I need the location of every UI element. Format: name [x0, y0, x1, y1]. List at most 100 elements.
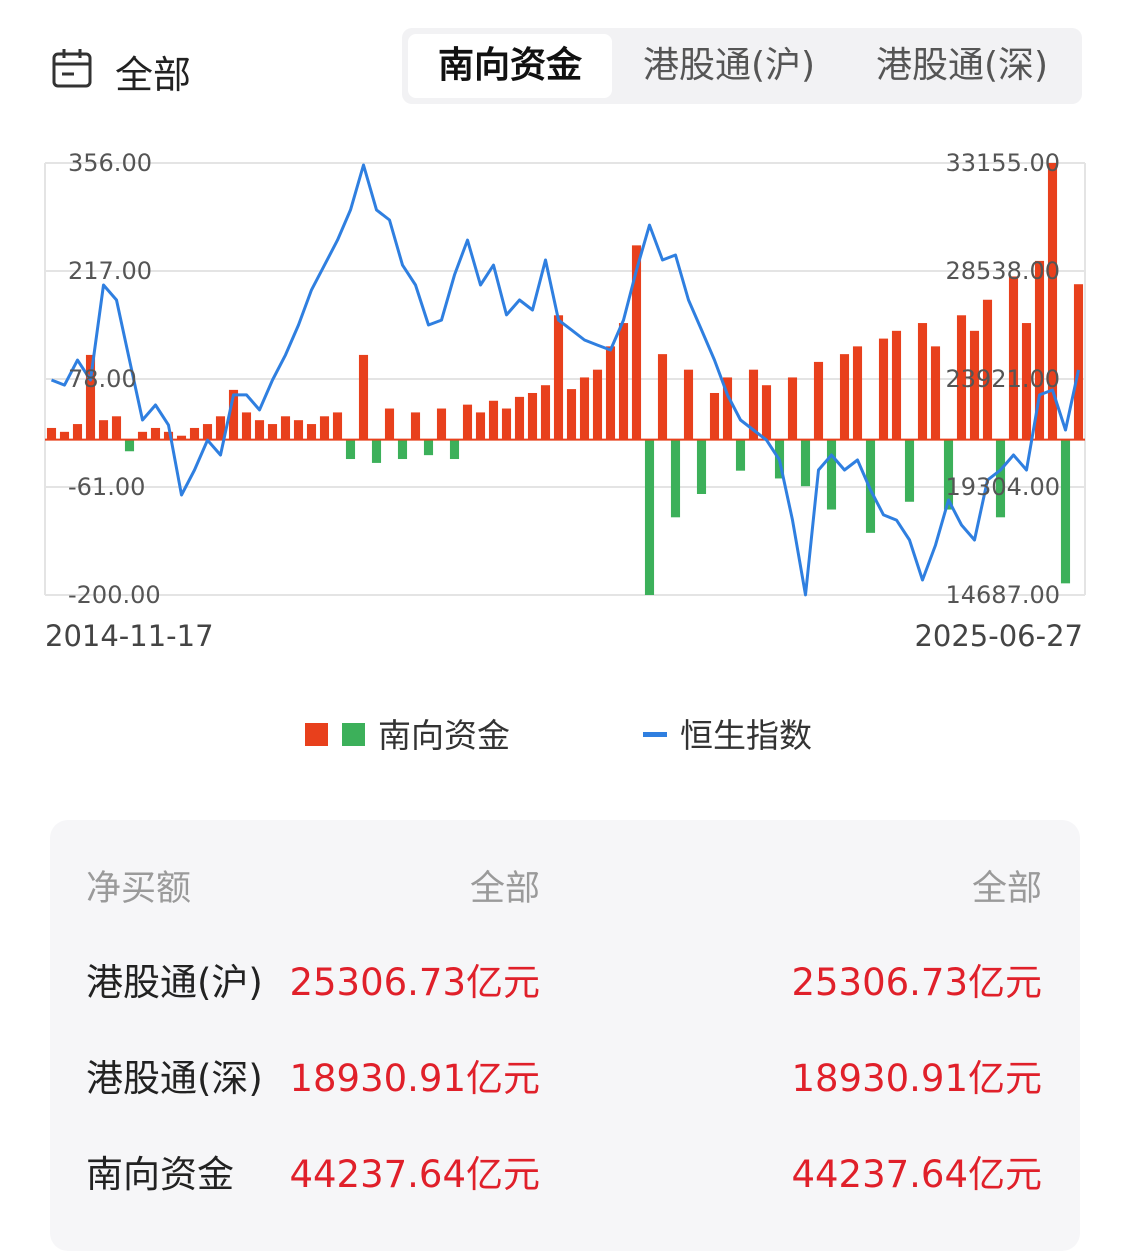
bar — [683, 369, 694, 440]
y2-tick-label: 23921.00 — [945, 365, 1060, 393]
bar — [293, 420, 304, 440]
x-tick-label: 2025-06-27 — [914, 619, 1083, 653]
range-label[interactable]: 全部 — [115, 53, 192, 97]
bar — [1034, 260, 1045, 440]
legend-swatch — [305, 723, 328, 746]
tab-bar: 南向资金 港股通(沪) 港股通(深) — [402, 28, 1082, 104]
row-value: 25306.73亿元 — [791, 961, 1042, 1004]
bar — [202, 424, 213, 440]
x-tick-label: 2014-11-17 — [45, 619, 214, 653]
bar — [423, 439, 434, 456]
bar — [371, 439, 382, 463]
chart: 356.00 217.00 78.00 -61.00 -200.00 33155.00 28… — [44, 149, 1086, 755]
bar — [306, 424, 317, 440]
bar — [98, 420, 109, 440]
row-value: 44237.64亿元 — [791, 1153, 1042, 1196]
bar — [579, 377, 590, 440]
bar — [696, 439, 707, 494]
bar — [59, 431, 70, 440]
bar — [982, 299, 993, 440]
bar — [228, 389, 239, 440]
bar — [410, 412, 421, 440]
row-value: 18930.91亿元 — [289, 1057, 540, 1100]
tab[interactable]: 港股通(沪) — [642, 45, 816, 86]
bar — [631, 245, 642, 440]
legend-label: 恒生指数 — [680, 716, 812, 755]
legend-label: 南向资金 — [378, 716, 510, 755]
bar — [735, 439, 746, 471]
row-value: 25306.73亿元 — [289, 961, 540, 1004]
bar — [189, 427, 200, 440]
summary-table: 净买额 全部 全部 港股通(沪) 25306.73亿元 25306.73亿元 港股通(深) 1… — [50, 820, 1080, 1251]
bar — [800, 439, 811, 487]
bar — [761, 385, 772, 440]
bar — [553, 315, 564, 440]
y2-tick-label: 33155.00 — [945, 149, 1060, 177]
bar — [215, 416, 226, 440]
table-header: 全部 — [469, 869, 540, 909]
table-header: 净买额 — [86, 869, 192, 909]
calendar-icon[interactable] — [52, 48, 92, 88]
y2-tick-label: 14687.00 — [945, 581, 1060, 609]
bar — [384, 408, 395, 440]
bar — [345, 439, 356, 460]
y-tick-label: -61.00 — [68, 473, 145, 501]
bar — [1008, 276, 1019, 440]
tab[interactable]: 港股通(深) — [875, 45, 1049, 86]
bar — [254, 420, 265, 440]
bar — [592, 369, 603, 440]
bar — [891, 330, 902, 440]
y-tick-label: 217.00 — [68, 257, 152, 285]
bar — [332, 412, 343, 440]
bar — [969, 330, 980, 440]
bar — [839, 354, 850, 440]
table-header: 全部 — [971, 869, 1042, 909]
bar — [670, 439, 681, 518]
y2-tick-label: 28538.00 — [945, 257, 1060, 285]
y2-tick-label: 19304.00 — [945, 473, 1060, 501]
bar — [436, 408, 447, 440]
bar — [852, 346, 863, 440]
bar — [124, 439, 135, 452]
bar — [280, 416, 291, 440]
y-tick-label: -200.00 — [68, 581, 161, 609]
bar — [709, 392, 720, 440]
bar — [163, 431, 174, 440]
bar — [514, 396, 525, 440]
bar — [813, 361, 824, 440]
bar — [1060, 439, 1071, 584]
bar — [657, 354, 668, 440]
bar — [943, 439, 954, 510]
bar — [46, 427, 57, 440]
bar — [527, 392, 538, 440]
bar — [1073, 284, 1084, 440]
bar — [241, 412, 252, 440]
index-line — [50, 163, 1080, 597]
legend-swatch — [643, 732, 667, 737]
row-label: 港股通(沪) — [86, 961, 263, 1004]
bar — [111, 416, 122, 440]
bar — [137, 431, 148, 440]
bar — [904, 439, 915, 502]
row-label: 南向资金 — [86, 1153, 234, 1196]
bar — [618, 323, 629, 440]
row-value: 18930.91亿元 — [791, 1057, 1042, 1100]
y-tick-label: 356.00 — [68, 149, 152, 177]
bar — [605, 346, 616, 440]
bar — [449, 439, 460, 460]
bar — [397, 439, 408, 460]
bar — [358, 354, 369, 440]
bar — [540, 385, 551, 440]
bar — [72, 424, 83, 440]
bar — [995, 439, 1006, 518]
bar — [150, 427, 161, 440]
bar — [917, 323, 928, 440]
bar — [930, 346, 941, 440]
bar — [319, 416, 330, 440]
tab[interactable]: 南向资金 — [408, 34, 612, 98]
bar — [956, 315, 967, 440]
bar — [176, 435, 187, 440]
bar — [566, 389, 577, 440]
bar — [1021, 323, 1032, 440]
bar — [878, 338, 889, 440]
